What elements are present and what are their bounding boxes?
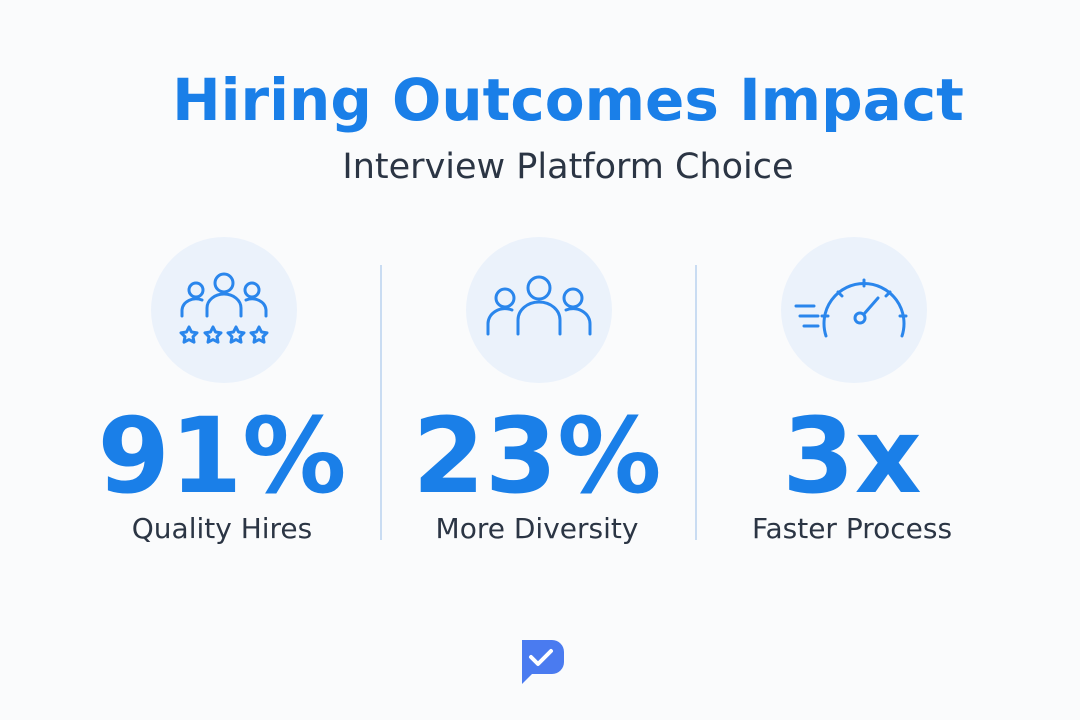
icon-bg [781, 237, 927, 383]
stats: 91%Quality Hires 23%More Diversity 3xFaste… [98, 395, 953, 545]
speed-icon [794, 278, 908, 338]
stat-label: More Diversity [436, 512, 639, 545]
icon-bg [151, 237, 297, 383]
stat-value: 3x [782, 395, 921, 517]
subtitle: Interview Platform Choice [342, 147, 793, 187]
stat-value: 23% [413, 395, 662, 517]
quality-icon [179, 272, 269, 344]
icon-bg [466, 237, 612, 383]
diversity-icon [486, 275, 592, 336]
stat-label: Quality Hires [132, 512, 313, 545]
logo [522, 640, 564, 684]
stat-label: Faster Process [752, 512, 952, 545]
title: Hiring Outcomes Impact [172, 66, 964, 134]
stat-value: 91% [98, 395, 347, 517]
